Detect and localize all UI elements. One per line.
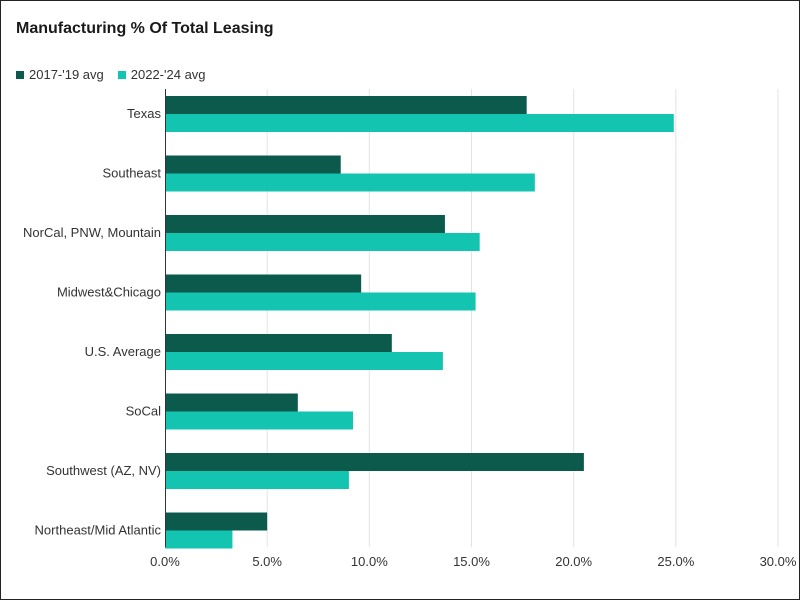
bar [165, 173, 535, 192]
bar [165, 334, 392, 352]
bar [165, 114, 674, 132]
bar [165, 393, 298, 412]
x-tick-label: 5.0% [252, 554, 282, 569]
y-category-label: Midwest&Chicago [57, 285, 161, 300]
legend-label-series-1: 2017-'19 avg [29, 67, 104, 82]
bar [165, 215, 445, 233]
y-category-label: U.S. Average [85, 344, 161, 359]
y-category-label: Southeast [102, 166, 161, 181]
x-tick-label: 10.0% [351, 554, 388, 569]
y-category-label: Northeast/Mid Atlantic [35, 523, 162, 538]
bar [165, 274, 362, 293]
bar [165, 233, 480, 251]
x-tick-label: 30.0% [760, 554, 797, 569]
chart-title: Manufacturing % Of Total Leasing [16, 20, 274, 37]
y-category-label: SoCal [126, 404, 162, 419]
legend-swatch-series-1 [16, 70, 24, 79]
legend-item-series-1: 2017-'19 avg [16, 67, 104, 82]
bar [165, 453, 584, 471]
bar [165, 530, 233, 549]
bar [165, 411, 353, 430]
y-category-label: Southwest (AZ, NV) [46, 463, 161, 478]
bar [165, 96, 527, 114]
x-tick-label: 20.0% [555, 554, 592, 569]
bar [165, 292, 476, 311]
bar [165, 471, 349, 489]
bar [165, 155, 341, 174]
y-category-label: Texas [127, 106, 161, 121]
bar [165, 352, 443, 370]
legend-label-series-2: 2022-'24 avg [130, 67, 206, 82]
x-tick-label: 0.0% [150, 554, 180, 569]
legend-swatch-series-2 [117, 70, 126, 79]
x-tick-label: 15.0% [453, 554, 490, 569]
legend: 2017-'19 avg 2022-'24 avg [16, 67, 220, 82]
bar [165, 512, 268, 531]
x-tick-label: 25.0% [657, 554, 694, 569]
y-category-label: NorCal, PNW, Mountain [23, 225, 161, 240]
legend-item-series-2: 2022-'24 avg [117, 67, 206, 82]
